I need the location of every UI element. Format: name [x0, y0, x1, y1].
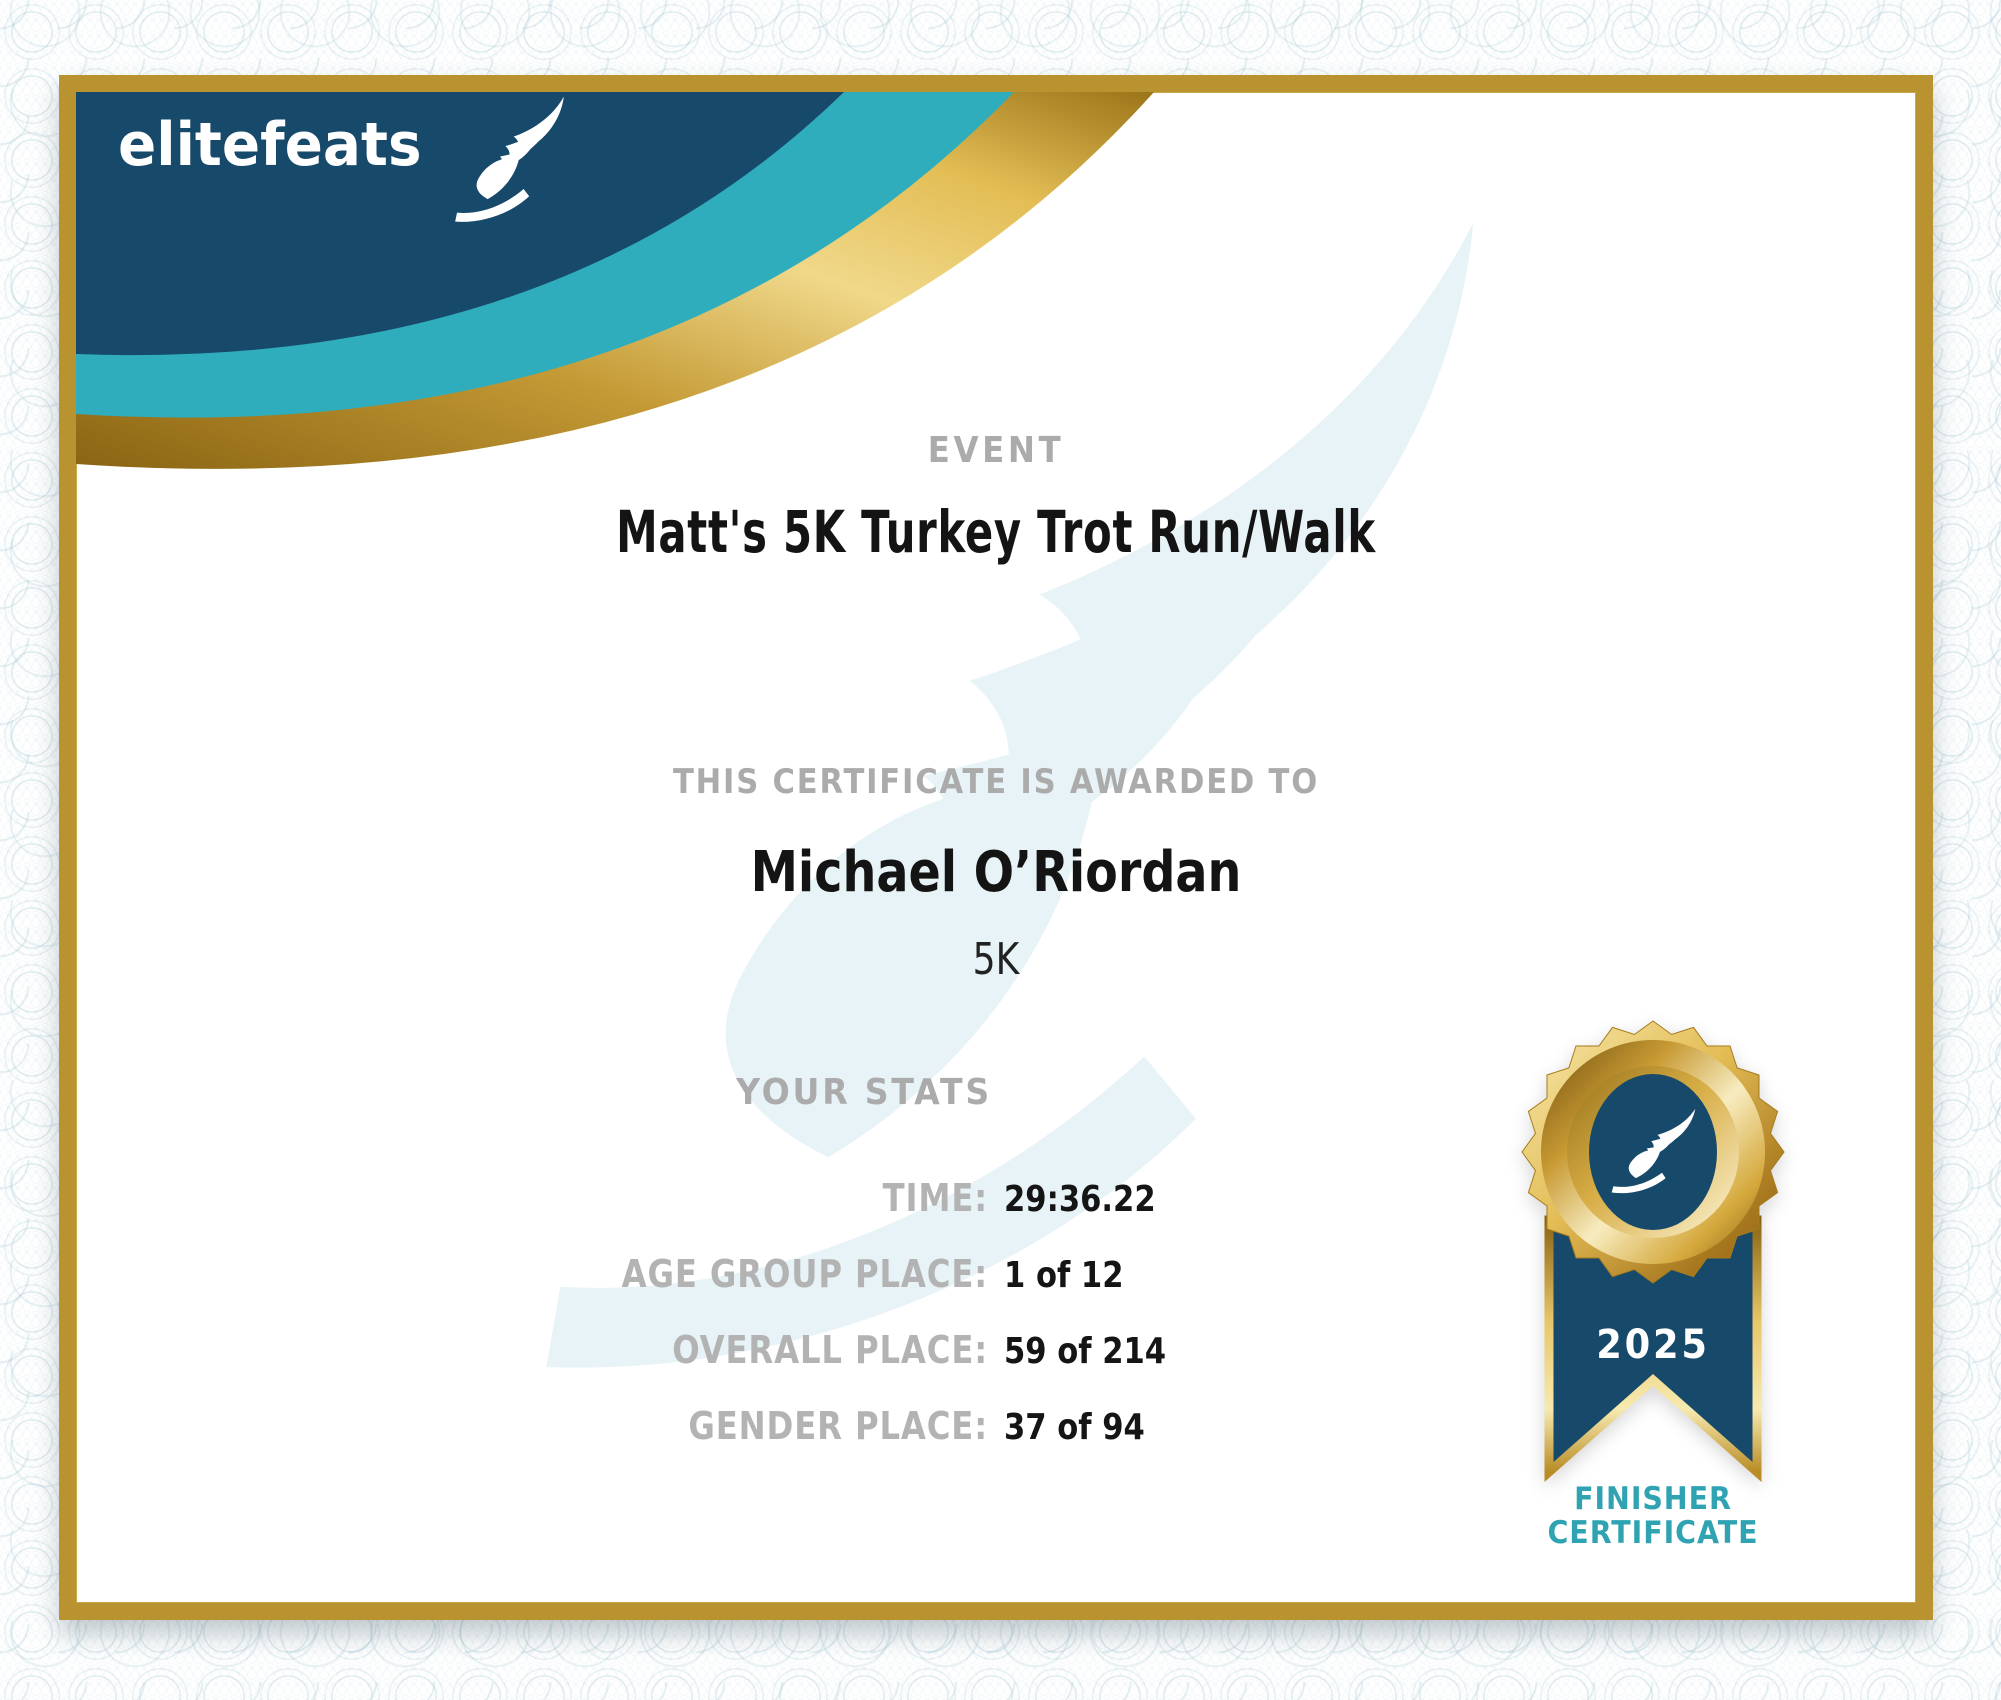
stat-value: 59 of 214: [1004, 1331, 1167, 1372]
stat-row-age-group-place: AGE GROUP PLACE: 1 of 12: [76, 1252, 1916, 1328]
stat-label: TIME:: [882, 1176, 988, 1220]
event-label: EVENT: [927, 430, 1065, 471]
stats-heading: YOUR STATS: [736, 1072, 992, 1113]
stat-row-gender-place: GENDER PLACE: 37 of 94: [76, 1404, 1916, 1480]
awarded-label: THIS CERTIFICATE IS AWARDED TO: [672, 762, 1320, 802]
stats-list: TIME: 29:36.22 AGE GROUP PLACE: 1 of 12 …: [76, 1176, 1916, 1480]
finisher-caption-line1: FINISHER: [1574, 1481, 1732, 1517]
stat-row-overall-place: OVERALL PLACE: 59 of 214: [76, 1328, 1916, 1404]
brand-logo: elitefeats: [118, 112, 585, 224]
finisher-certificate-caption: FINISHER CERTIFICATE: [1483, 1482, 1823, 1550]
distance-label: 5K: [972, 934, 1020, 985]
certificate-frame: elitefeats EVENT Matt's 5K Turkey Trot R…: [59, 75, 1933, 1620]
finisher-caption-line2: CERTIFICATE: [1547, 1515, 1759, 1551]
swoosh-navy-band: [76, 92, 844, 356]
finisher-medal-badge: [1521, 1020, 1785, 1482]
stat-row-time: TIME: 29:36.22: [76, 1176, 1916, 1252]
stat-label: OVERALL PLACE:: [672, 1328, 988, 1372]
corner-swoosh-decoration: [76, 92, 1154, 469]
brand-logo-text: elitefeats: [118, 110, 422, 180]
badge-year: 2025: [1596, 1322, 1710, 1368]
stat-value: 37 of 94: [1004, 1407, 1145, 1448]
recipient-name: Michael O’Riordan: [750, 840, 1242, 905]
stat-value: 1 of 12: [1004, 1255, 1124, 1296]
stat-value: 29:36.22: [1004, 1179, 1156, 1220]
event-name: Matt's 5K Turkey Trot Run/Walk: [616, 498, 1376, 566]
stat-label: AGE GROUP PLACE:: [621, 1252, 988, 1296]
winged-foot-icon: [429, 93, 589, 229]
stat-label: GENDER PLACE:: [688, 1404, 988, 1448]
